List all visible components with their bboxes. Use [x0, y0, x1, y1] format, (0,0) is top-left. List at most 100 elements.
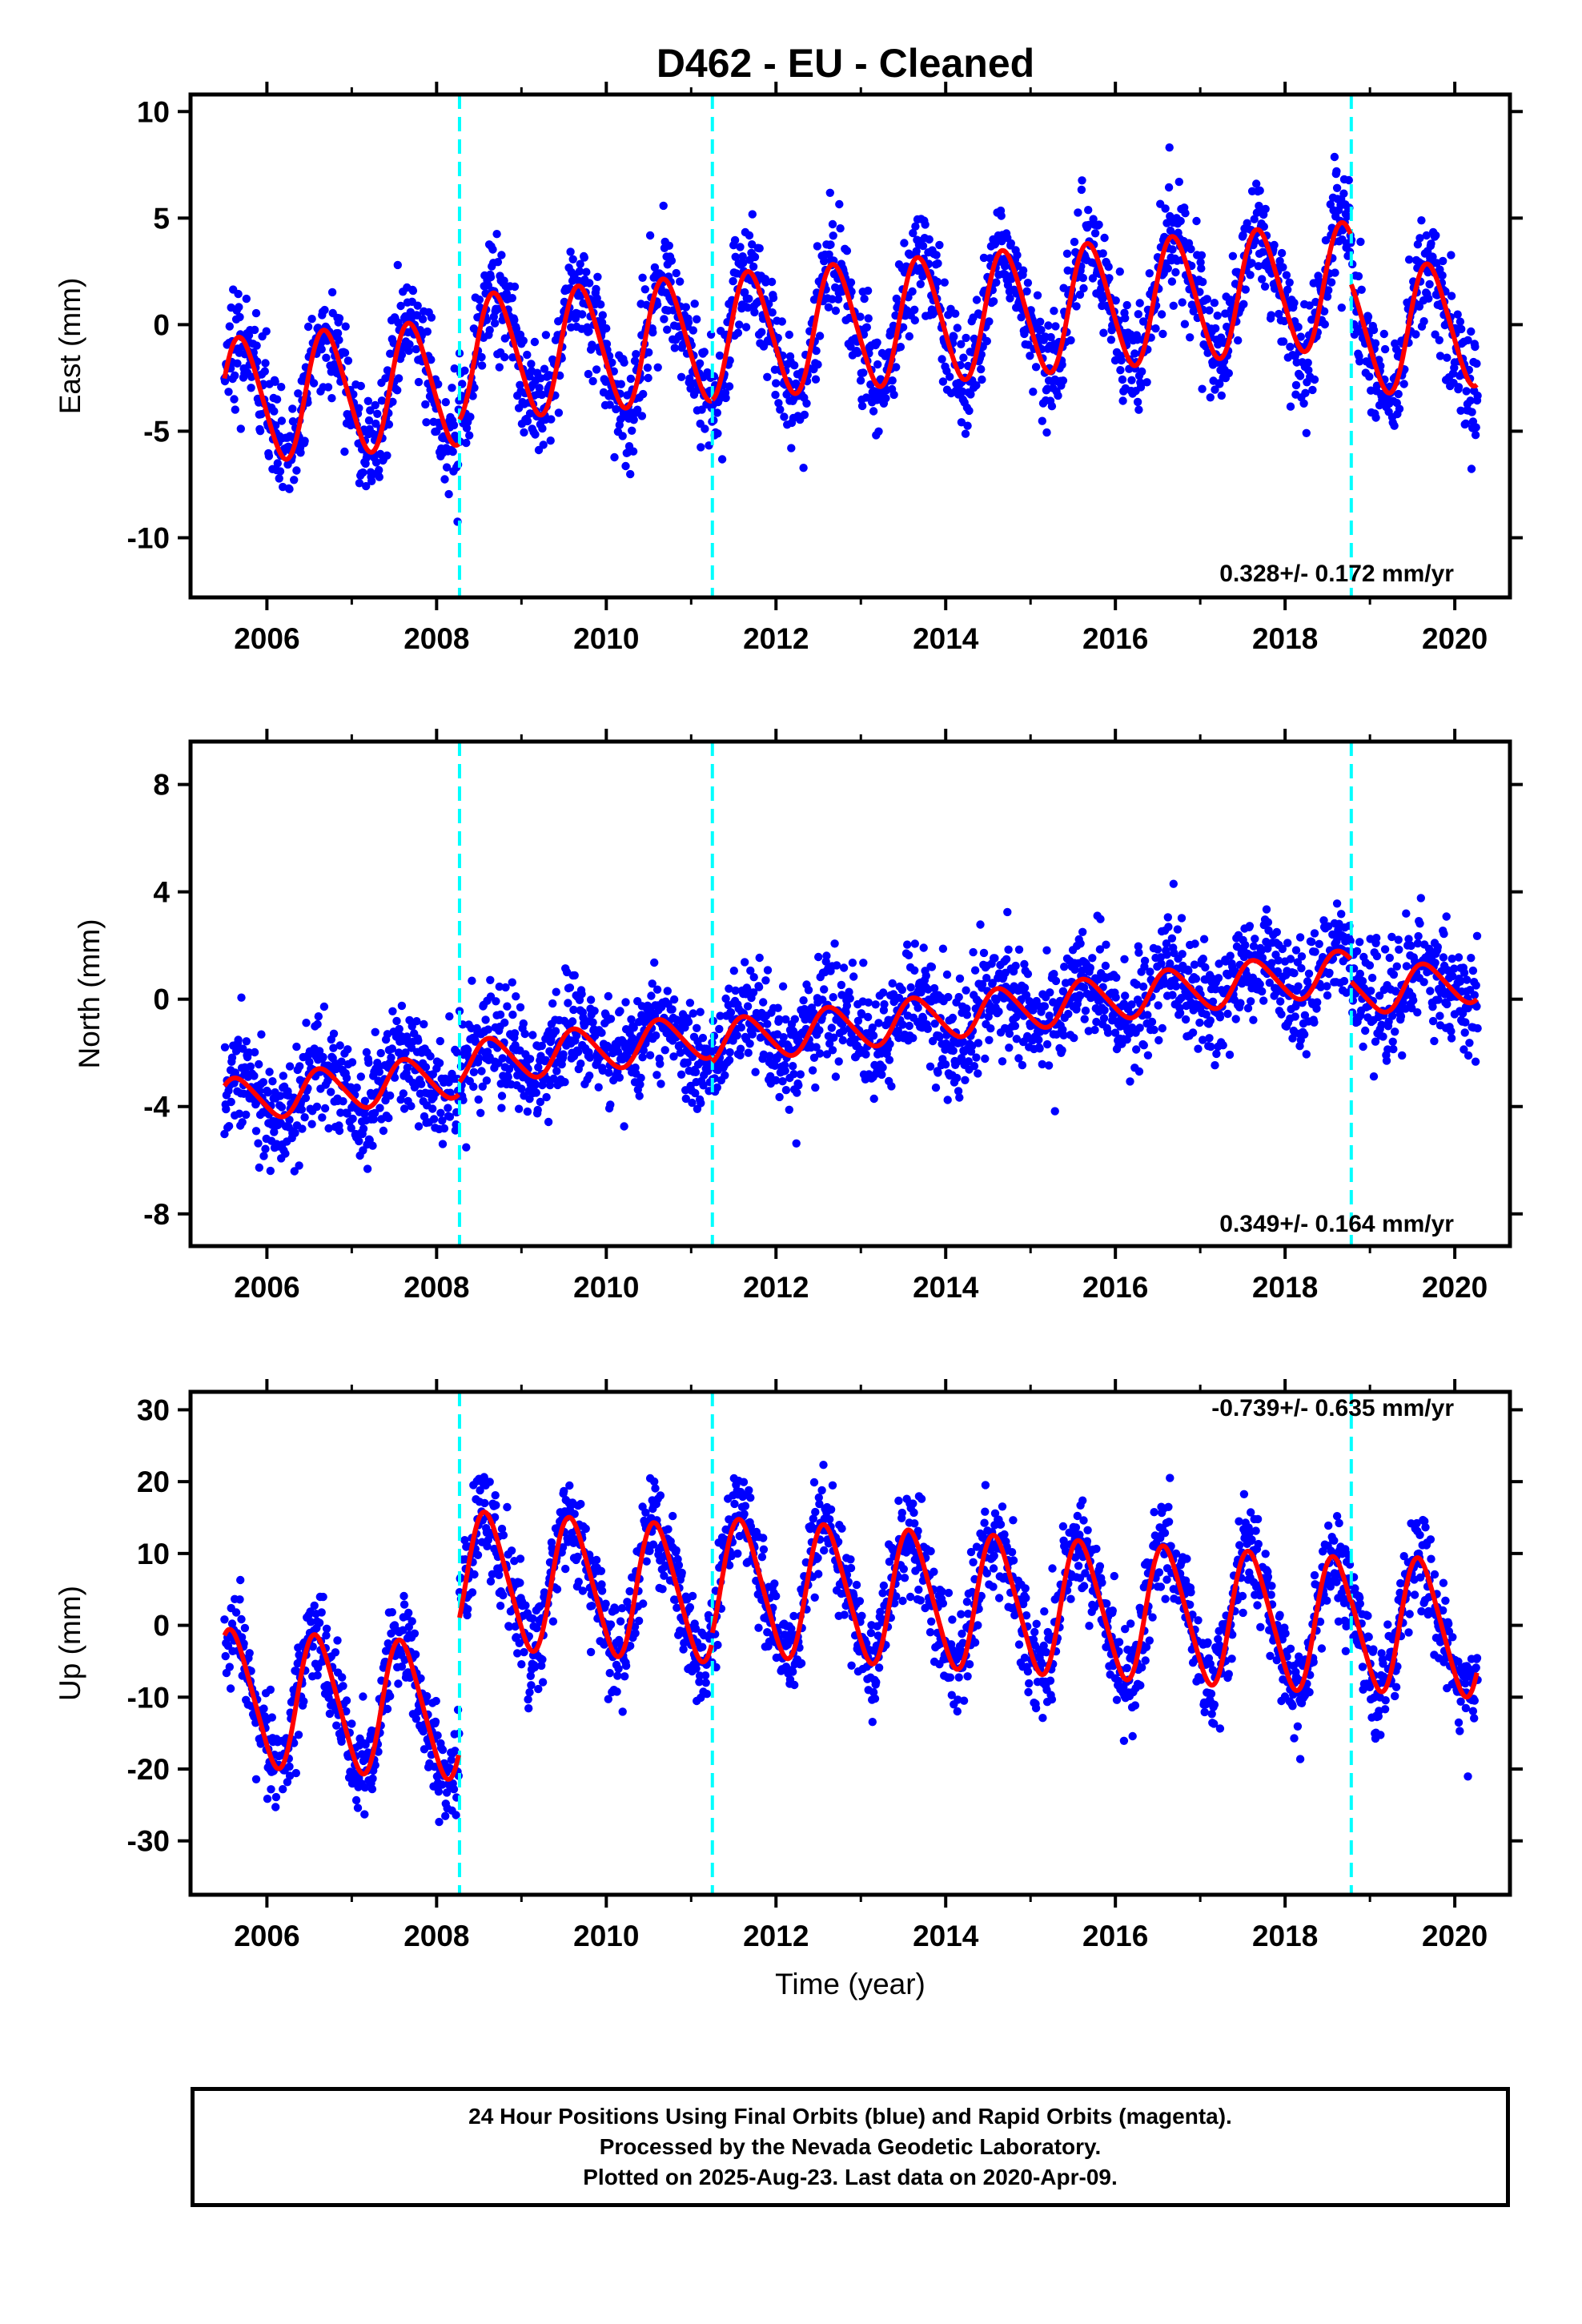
- east-data-point: [541, 331, 551, 340]
- east-data-point: [986, 254, 994, 263]
- east-data-point: [953, 324, 962, 332]
- east-data-point: [900, 239, 909, 247]
- north-data-point: [533, 1105, 542, 1115]
- east-data-point: [576, 259, 584, 268]
- north-data-point: [1135, 1023, 1144, 1032]
- north-data-point: [880, 999, 889, 1009]
- north-data-point: [745, 1039, 754, 1048]
- north-data-point: [560, 1078, 569, 1087]
- east-data-point: [1094, 220, 1103, 229]
- north-data-point: [1447, 1034, 1456, 1043]
- north-data-point: [1177, 914, 1186, 923]
- east-data-point: [1084, 206, 1093, 215]
- north-data-point: [1433, 943, 1443, 951]
- north-data-point: [364, 1058, 373, 1068]
- up-data-point: [338, 1673, 347, 1682]
- east-data-point: [285, 485, 294, 493]
- east-data-point: [231, 371, 239, 380]
- up-data-point: [285, 1762, 294, 1771]
- east-data-point: [629, 416, 638, 424]
- up-data-point: [360, 1810, 369, 1819]
- north-data-point: [729, 967, 738, 975]
- east-data-point: [1224, 368, 1234, 378]
- east-data-point: [1099, 328, 1108, 337]
- north-data-point: [606, 1100, 615, 1109]
- east-data-point: [356, 381, 365, 391]
- east-data-point: [1205, 306, 1214, 315]
- north-data-point: [864, 998, 873, 1007]
- east-data-point: [575, 267, 584, 275]
- east-data-point: [340, 447, 349, 456]
- east-data-point: [1234, 336, 1243, 345]
- north-data-point: [375, 1068, 383, 1076]
- east-data-point: [1390, 421, 1399, 430]
- y-tick-label: -10: [127, 521, 170, 554]
- east-data-point: [292, 466, 301, 475]
- east-data-point: [934, 259, 942, 268]
- east-data-point: [1158, 329, 1167, 339]
- east-data-point: [610, 452, 619, 462]
- north-data-point: [759, 998, 768, 1007]
- north-data-point: [1251, 935, 1259, 943]
- north-data-point: [548, 999, 557, 1008]
- north-data-point: [1167, 934, 1177, 943]
- east-data-point: [1431, 231, 1440, 240]
- north-data-point: [335, 1041, 344, 1050]
- north-data-point: [445, 1012, 454, 1021]
- east-data-point: [776, 405, 785, 414]
- east-data-point: [247, 384, 255, 392]
- north-data-point: [871, 1000, 880, 1009]
- north-data-point: [1430, 1036, 1439, 1046]
- y-tick-label: 0: [153, 983, 170, 1016]
- north-data-point: [1134, 1067, 1144, 1076]
- north-data-point: [962, 1011, 972, 1019]
- east-data-point: [961, 429, 970, 438]
- east-data-point: [1467, 327, 1476, 336]
- east-data-point: [1138, 367, 1146, 376]
- east-data-point: [862, 323, 872, 332]
- north-data-point: [910, 939, 920, 948]
- north-data-point: [501, 983, 510, 992]
- east-data-point: [739, 259, 748, 267]
- north-data-point: [1040, 1002, 1050, 1011]
- north-data-point: [910, 966, 919, 975]
- east-data-point: [1018, 266, 1028, 275]
- east-data-point: [959, 353, 968, 362]
- east-data-point: [1169, 301, 1178, 310]
- east-data-point: [918, 241, 928, 251]
- north-data-point: [261, 1144, 270, 1153]
- north-data-point: [822, 951, 831, 960]
- north-data-point: [1140, 956, 1150, 966]
- east-data-point: [449, 420, 459, 430]
- north-data-point: [444, 1104, 452, 1112]
- north-data-point: [604, 991, 612, 1001]
- east-data-point: [1122, 300, 1131, 310]
- north-data-point: [921, 971, 931, 980]
- north-data-point: [1394, 935, 1403, 944]
- up-data-point: [331, 1648, 340, 1657]
- north-data-point: [1310, 929, 1319, 938]
- east-data-point: [516, 380, 524, 389]
- east-data-point: [628, 426, 636, 435]
- east-data-point: [684, 318, 693, 327]
- east-data-point: [383, 451, 391, 460]
- north-data-point: [1102, 940, 1110, 949]
- north-data-point: [663, 987, 672, 995]
- east-data-point: [1286, 402, 1295, 411]
- north-data-point: [1206, 1016, 1215, 1025]
- east-data-point: [1286, 342, 1295, 352]
- x-tick-label: 2014: [913, 1271, 979, 1304]
- north-data-point: [512, 992, 520, 1001]
- north-data-point: [1154, 1035, 1163, 1045]
- north-data-point: [794, 1081, 803, 1090]
- east-data-point: [677, 372, 686, 381]
- north-data-point: [1323, 982, 1331, 991]
- east-data-point: [802, 399, 811, 408]
- north-data-point: [532, 1088, 540, 1097]
- north-data-point: [1020, 983, 1030, 992]
- east-data-point: [231, 405, 239, 414]
- north-data-point: [1426, 987, 1435, 995]
- east-data-point: [935, 240, 944, 250]
- east-data-point: [745, 231, 754, 240]
